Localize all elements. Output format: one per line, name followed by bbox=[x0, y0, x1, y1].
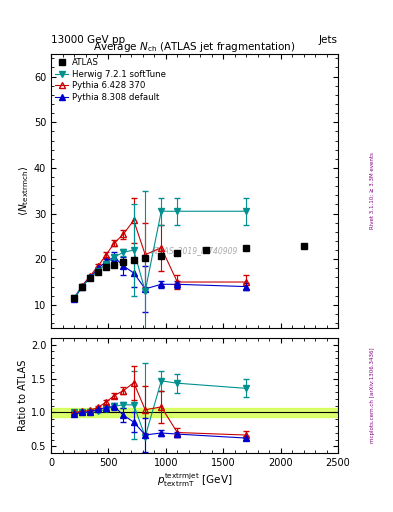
Text: 13000 GeV pp: 13000 GeV pp bbox=[51, 35, 125, 45]
Text: Rivet 3.1.10; ≥ 3.3M events: Rivet 3.1.10; ≥ 3.3M events bbox=[370, 152, 375, 229]
Y-axis label: Ratio to ATLAS: Ratio to ATLAS bbox=[18, 360, 28, 431]
Text: mcplots.cern.ch [arXiv:1306.3436]: mcplots.cern.ch [arXiv:1306.3436] bbox=[370, 348, 375, 443]
Text: Jets: Jets bbox=[319, 35, 338, 45]
Legend: ATLAS, Herwig 7.2.1 softTune, Pythia 6.428 370, Pythia 8.308 default: ATLAS, Herwig 7.2.1 softTune, Pythia 6.4… bbox=[55, 58, 166, 102]
Text: ATLAS_2019_I1740909: ATLAS_2019_I1740909 bbox=[151, 246, 238, 255]
Y-axis label: $\langle N_\mathrm{textrm{ch}}\rangle$: $\langle N_\mathrm{textrm{ch}}\rangle$ bbox=[17, 165, 31, 216]
Bar bbox=[51, 408, 338, 417]
X-axis label: $p_\mathrm{textrm{T}}^{\mathrm{textrm{jet}}}$ [GeV]: $p_\mathrm{textrm{T}}^{\mathrm{textrm{je… bbox=[157, 471, 232, 488]
Title: Average $N_\mathrm{ch}$ (ATLAS jet fragmentation): Average $N_\mathrm{ch}$ (ATLAS jet fragm… bbox=[93, 39, 296, 54]
